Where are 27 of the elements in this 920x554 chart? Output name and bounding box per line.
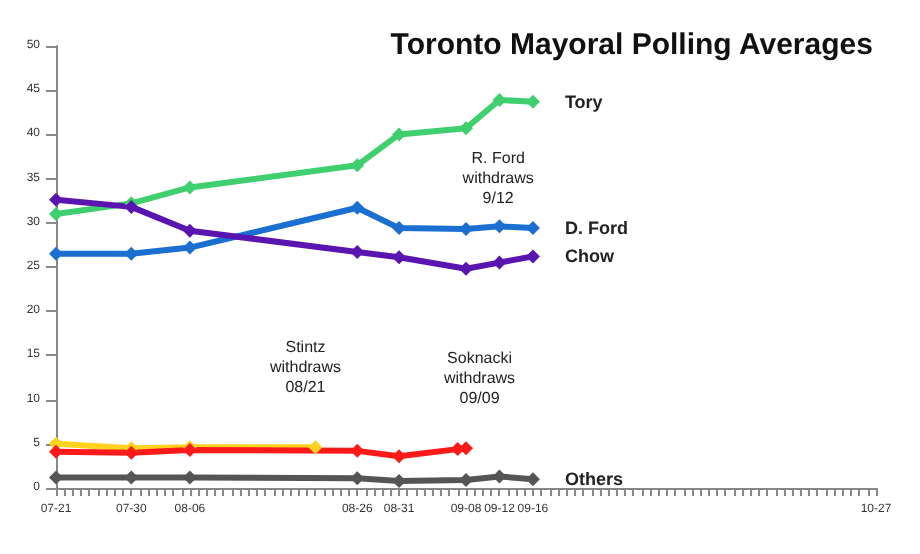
chart-title: Toronto Mayoral Polling Averages (390, 28, 873, 62)
point (49, 444, 63, 459)
point (308, 440, 323, 455)
point (182, 180, 197, 195)
point (49, 470, 63, 485)
point (492, 255, 507, 270)
point (459, 261, 473, 276)
point (459, 121, 473, 136)
series-label: Chow (564, 246, 616, 267)
series-label: Others (564, 469, 623, 490)
point (459, 473, 473, 488)
point (49, 206, 63, 221)
series-label: D. Ford (564, 218, 628, 239)
annotation: Soknacki withdraws 09/09 (441, 348, 516, 407)
annotation: R. Ford withdraws 9/12 (460, 148, 534, 207)
point (182, 223, 197, 238)
point (392, 250, 407, 265)
point (49, 246, 63, 261)
point (350, 158, 365, 173)
point (459, 221, 473, 236)
point (350, 200, 365, 215)
point (459, 441, 473, 456)
point (49, 192, 63, 207)
annotation: Stintz withdraws 08/21 (267, 337, 342, 396)
point (350, 443, 365, 458)
series-label: Tory (564, 91, 603, 112)
point (525, 249, 540, 264)
